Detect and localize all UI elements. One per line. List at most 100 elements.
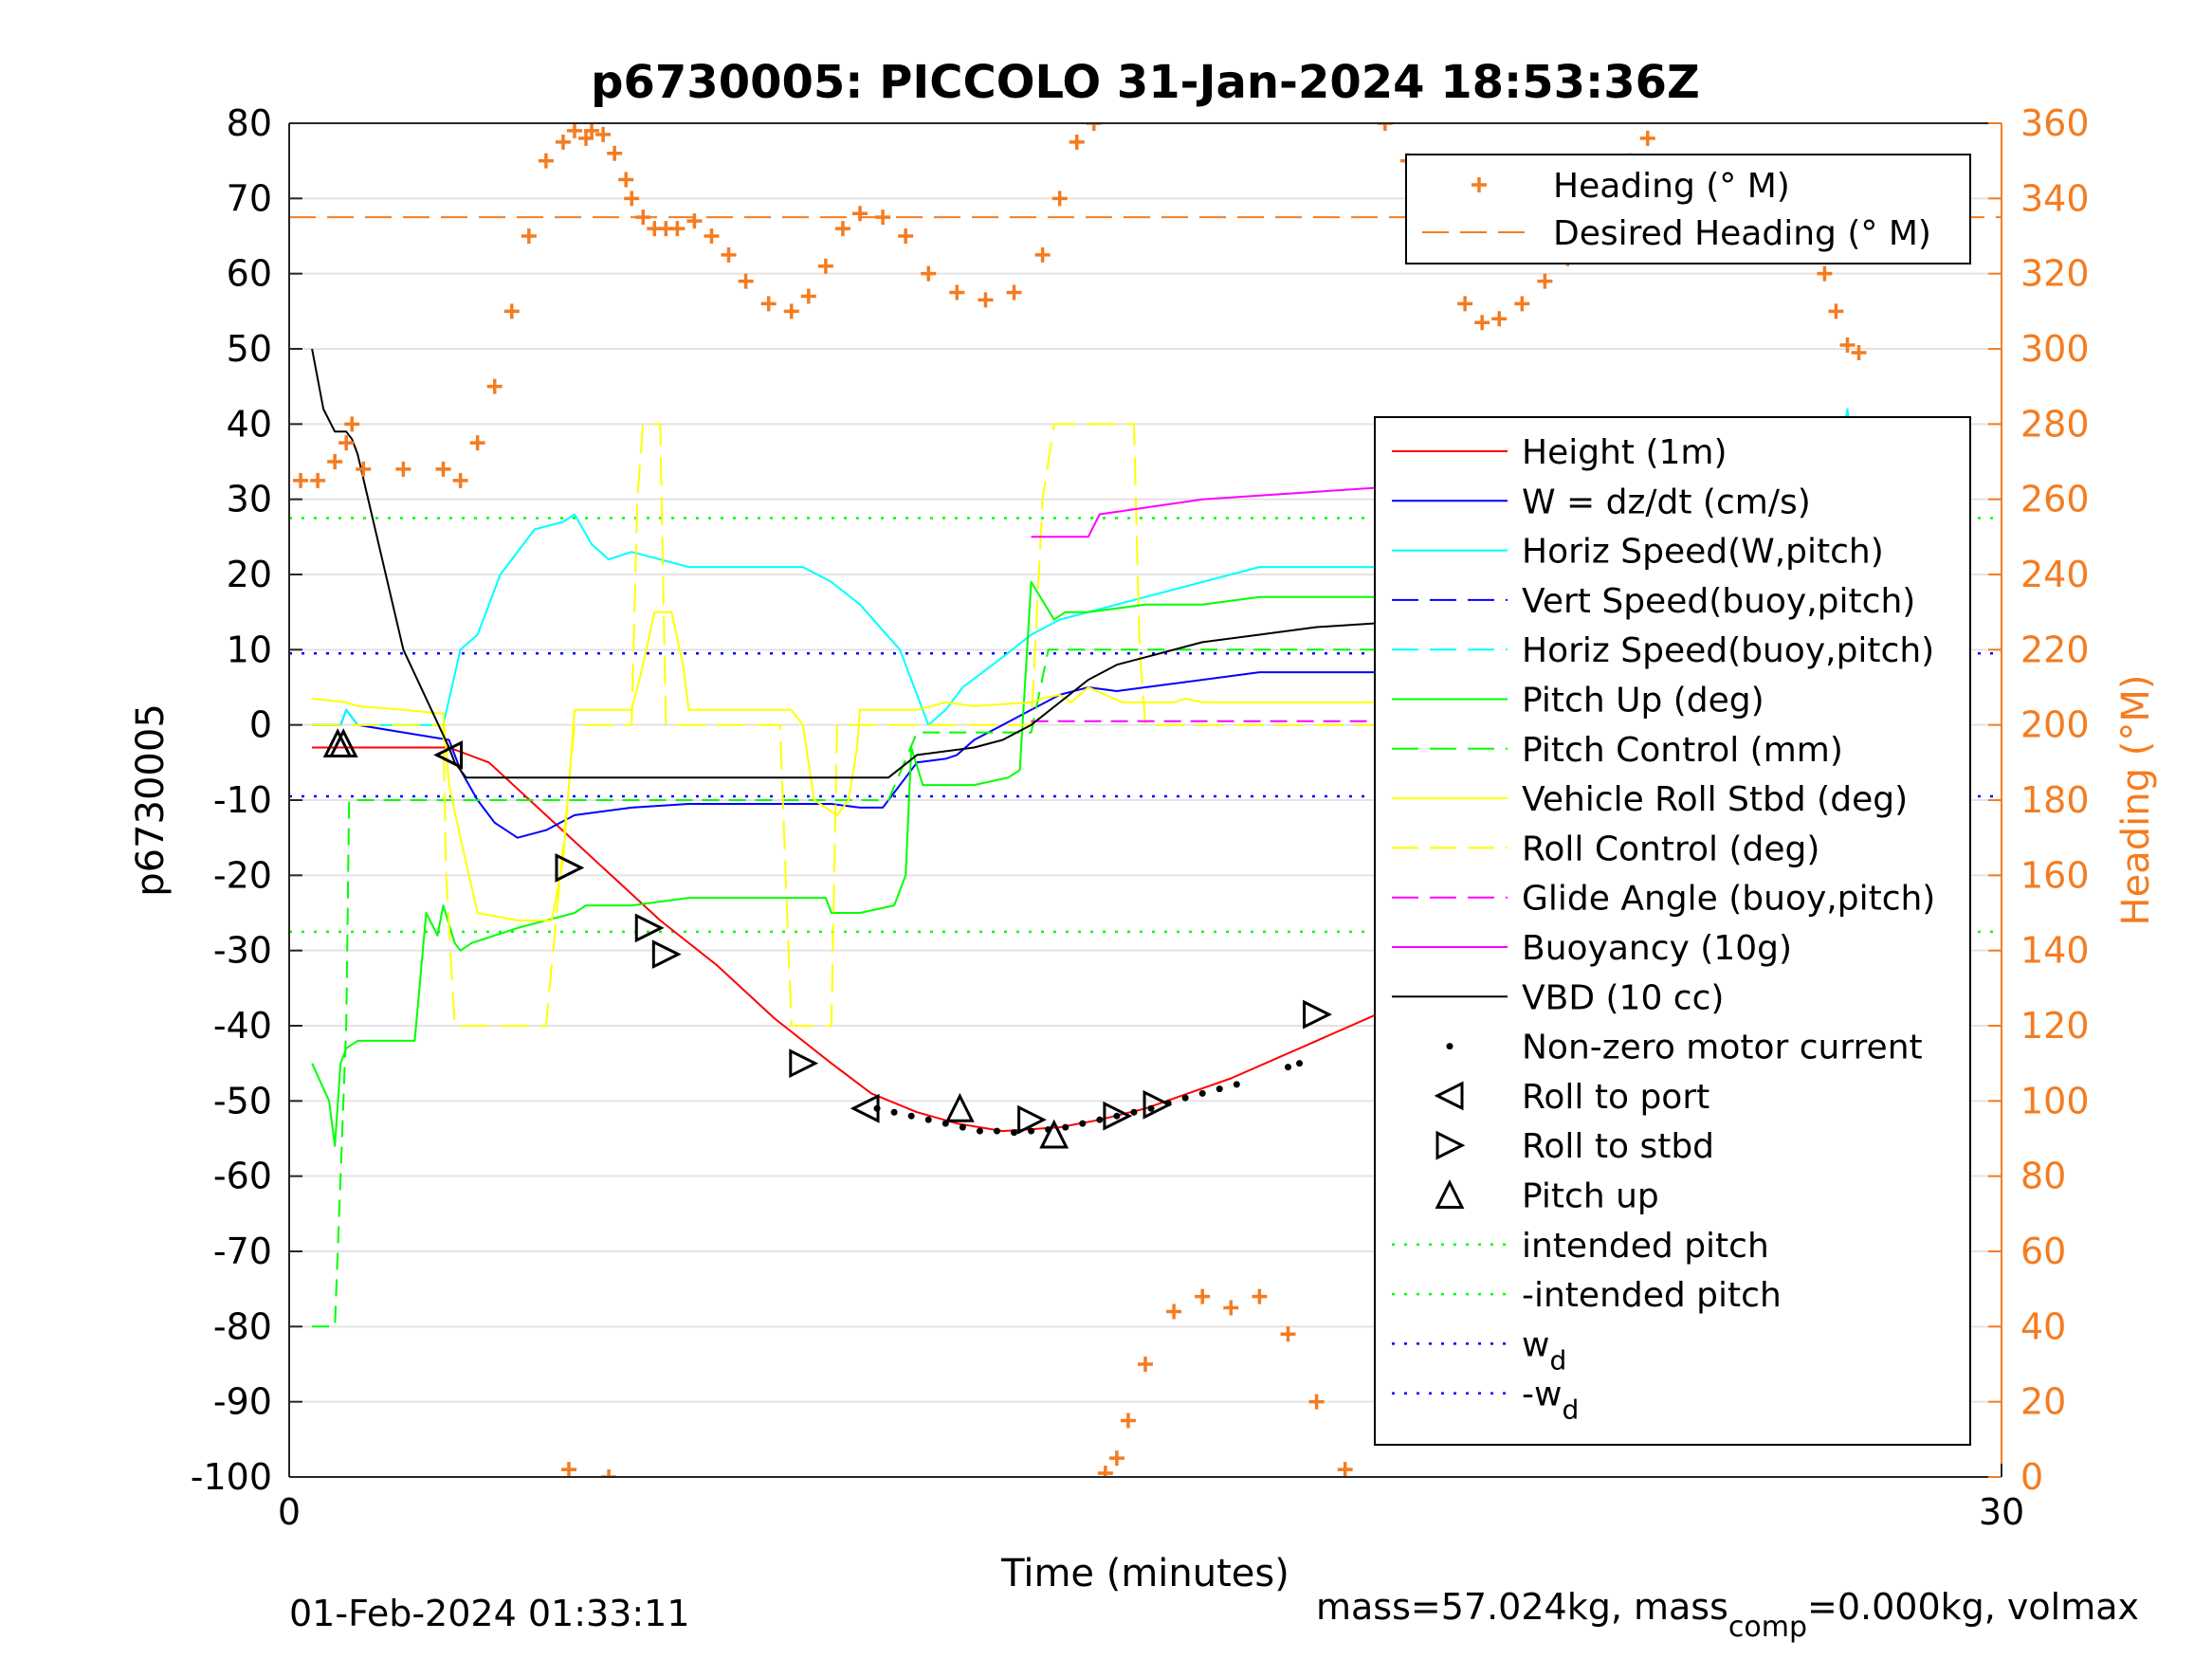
- x-tick-label: 30: [1979, 1491, 2024, 1533]
- y-right-tick-label: 260: [2020, 479, 2090, 520]
- y-axis-right-label: Heading (°M): [2114, 675, 2158, 926]
- heading-point: [635, 210, 651, 226]
- heading-point: [469, 435, 485, 451]
- motor-current-point: [959, 1123, 966, 1131]
- motor-current-point: [1028, 1127, 1035, 1135]
- heading-point: [538, 153, 554, 169]
- heading-plus: [1138, 1357, 1153, 1372]
- heading-point: [395, 461, 411, 477]
- roll-to-stbd-marker: [1103, 1101, 1133, 1131]
- heading-plus: [1195, 1288, 1211, 1304]
- main-legend-label-sub: d: [1562, 1395, 1579, 1426]
- y-right-tick-label: 80: [2020, 1156, 2066, 1197]
- heading-plus: [1337, 1462, 1353, 1477]
- y-tick-label: -50: [213, 1080, 272, 1121]
- heading-point: [1817, 265, 1833, 282]
- heading-plus: [567, 123, 582, 138]
- heading-point: [1474, 315, 1490, 331]
- y-right-tick-label: 200: [2020, 704, 2090, 746]
- y-right-tick-label: 0: [2020, 1456, 2043, 1498]
- legend-swatch: [1435, 1130, 1466, 1160]
- heading-point: [1097, 1466, 1113, 1477]
- heading-point: [344, 416, 360, 432]
- y-tick-label: 60: [227, 253, 272, 295]
- heading-point: [584, 123, 600, 138]
- ticks: 80706050403020100-10-20-30-40-50-60-70-8…: [191, 102, 2090, 1533]
- y-right-tick-label: 100: [2020, 1080, 2090, 1121]
- heading-point: [875, 210, 891, 226]
- heading-point: [452, 472, 468, 488]
- y-right-tick-label: 340: [2020, 177, 2090, 219]
- heading-point: [738, 273, 754, 289]
- y-axis-label: p6730005: [129, 703, 173, 897]
- heading-plus: [607, 145, 623, 161]
- heading-point: [1514, 296, 1530, 312]
- motor-current-point: [1147, 1104, 1155, 1112]
- heading-plus: [1086, 123, 1102, 131]
- y-tick-label: 30: [227, 479, 272, 520]
- heading-point: [503, 303, 520, 319]
- footer-mass-sub: comp: [1728, 1611, 1807, 1644]
- motor-current-point: [1233, 1081, 1240, 1088]
- heading-plus: [338, 435, 355, 451]
- heading-point: [607, 145, 623, 161]
- motor-current-point: [1062, 1123, 1069, 1131]
- y-tick-label: -60: [213, 1156, 272, 1197]
- heading-plus: [1069, 134, 1085, 150]
- motor-current-point: [1285, 1064, 1291, 1071]
- heading-point: [1195, 1288, 1211, 1304]
- y-tick-label: 20: [227, 554, 272, 595]
- main-legend-label-sub: d: [1549, 1344, 1566, 1376]
- motor-current-point: [1181, 1094, 1189, 1102]
- pitch-up-marker: [328, 728, 358, 757]
- heading-plus: [852, 206, 868, 222]
- heading-point: [567, 123, 582, 138]
- heading-point: [760, 296, 777, 312]
- motor-current-point: [1011, 1129, 1018, 1137]
- heading-plus: [1034, 246, 1051, 263]
- heading-plus: [1839, 337, 1856, 354]
- heading-plus: [1108, 1450, 1124, 1467]
- heading-point: [800, 288, 816, 304]
- pitch-up-marker: [944, 1092, 975, 1122]
- heading-point: [521, 228, 537, 244]
- heading-point: [721, 246, 737, 263]
- heading-plus: [721, 246, 737, 263]
- heading-plus: [875, 210, 891, 226]
- heading-plus: [435, 461, 451, 477]
- heading-point: [978, 292, 994, 308]
- main-legend-label: Glide Angle (buoy,pitch): [1522, 880, 1935, 919]
- main-legend-label: Pitch Up (deg): [1522, 682, 1764, 720]
- heading-plus: [310, 472, 326, 488]
- heading-point: [1086, 123, 1102, 131]
- heading-point: [1377, 123, 1393, 131]
- y-tick-label: 40: [227, 403, 272, 445]
- motor-current-point: [1216, 1085, 1223, 1093]
- y-tick-label: 50: [227, 328, 272, 370]
- heading-plus: [356, 461, 372, 477]
- motor-current-point: [1113, 1112, 1121, 1120]
- heading-plus: [1051, 191, 1068, 207]
- heading-plus: [635, 210, 651, 226]
- heading-plus: [921, 265, 937, 282]
- roll-to-port-marker: [433, 739, 464, 770]
- heading-point: [560, 1462, 576, 1477]
- y-right-tick-label: 20: [2020, 1381, 2066, 1423]
- heading-point: [898, 228, 914, 244]
- heading-point: [1537, 273, 1553, 289]
- heading-plus: [817, 258, 833, 274]
- heading-plus: [327, 454, 343, 469]
- main-legend-label: Non-zero motor current: [1522, 1029, 1923, 1067]
- heading-point: [601, 1469, 617, 1477]
- heading-plus: [1097, 1466, 1113, 1477]
- heading-point: [338, 435, 355, 451]
- heading-point: [783, 303, 799, 319]
- heading-plus: [601, 1469, 617, 1477]
- heading-point: [486, 378, 503, 394]
- heading-point: [686, 213, 703, 229]
- heading-plus: [595, 126, 612, 142]
- main-legend-label: Pitch Control (mm): [1522, 731, 1843, 770]
- y-tick-label: -20: [213, 854, 272, 896]
- heading-point: [852, 206, 868, 222]
